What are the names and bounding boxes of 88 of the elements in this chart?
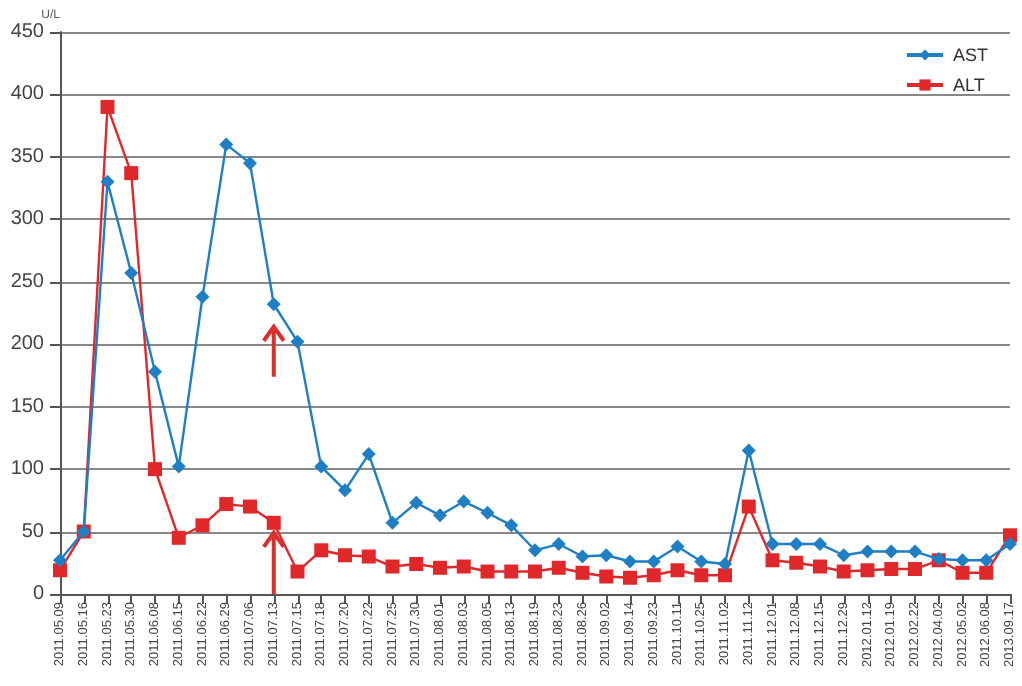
point bbox=[718, 568, 732, 583]
point bbox=[813, 537, 827, 552]
point bbox=[979, 565, 994, 580]
point bbox=[409, 557, 424, 572]
point bbox=[765, 553, 780, 568]
point bbox=[314, 543, 329, 558]
point bbox=[860, 563, 875, 578]
y-tick-label: 250 bbox=[10, 270, 45, 293]
point bbox=[884, 562, 899, 577]
point bbox=[100, 174, 115, 189]
point bbox=[623, 554, 637, 569]
point bbox=[480, 564, 495, 579]
point bbox=[100, 99, 115, 114]
point bbox=[765, 537, 780, 552]
point bbox=[148, 364, 162, 379]
y-tick-label: 50 bbox=[21, 520, 45, 543]
point bbox=[219, 137, 234, 152]
point bbox=[528, 564, 542, 579]
y-tick-label: 200 bbox=[10, 333, 45, 356]
point bbox=[456, 494, 471, 509]
point bbox=[955, 565, 970, 580]
point bbox=[53, 553, 67, 568]
y-tick-label: 400 bbox=[10, 83, 45, 106]
point bbox=[860, 544, 875, 559]
point bbox=[646, 554, 661, 569]
point bbox=[480, 505, 495, 520]
point bbox=[433, 508, 447, 523]
point bbox=[694, 568, 709, 583]
point bbox=[148, 462, 162, 477]
point bbox=[243, 156, 257, 171]
point bbox=[1003, 537, 1017, 552]
point bbox=[409, 495, 424, 510]
point bbox=[433, 560, 447, 575]
point bbox=[504, 564, 519, 579]
point bbox=[694, 554, 709, 569]
point bbox=[171, 459, 186, 474]
y-tick-label: 450 bbox=[10, 21, 45, 43]
point bbox=[908, 562, 922, 577]
point bbox=[836, 548, 851, 563]
point bbox=[456, 559, 471, 574]
point bbox=[385, 515, 400, 530]
point bbox=[290, 564, 305, 579]
point bbox=[266, 297, 281, 312]
point bbox=[741, 499, 756, 514]
point bbox=[670, 539, 685, 554]
point bbox=[195, 289, 210, 304]
y-tick-label: 300 bbox=[10, 208, 45, 231]
point bbox=[314, 459, 329, 474]
point bbox=[599, 569, 614, 584]
point bbox=[195, 518, 210, 533]
point bbox=[219, 497, 234, 512]
point bbox=[789, 537, 804, 552]
point bbox=[908, 544, 922, 559]
point bbox=[599, 548, 614, 563]
point bbox=[385, 559, 400, 574]
point bbox=[266, 515, 281, 530]
y-tick-label: 350 bbox=[10, 145, 45, 168]
y-tick-label: 150 bbox=[10, 395, 45, 418]
point bbox=[338, 483, 352, 498]
point bbox=[670, 563, 685, 578]
point bbox=[836, 564, 851, 579]
point bbox=[551, 560, 566, 575]
point bbox=[171, 530, 186, 545]
point bbox=[575, 549, 590, 564]
point bbox=[338, 548, 352, 563]
point bbox=[623, 570, 637, 585]
point bbox=[955, 553, 970, 568]
point bbox=[741, 443, 756, 458]
point bbox=[884, 544, 899, 559]
point bbox=[124, 166, 139, 181]
legend-label: ALT bbox=[952, 75, 986, 95]
point bbox=[646, 568, 661, 583]
y-tick-label: 100 bbox=[10, 458, 45, 481]
point bbox=[361, 549, 376, 564]
point bbox=[813, 559, 827, 574]
point bbox=[551, 537, 566, 552]
point bbox=[243, 499, 257, 514]
point bbox=[979, 553, 994, 568]
point bbox=[789, 555, 804, 570]
point bbox=[290, 334, 305, 349]
legend-label: AST bbox=[952, 45, 989, 65]
y-tick-label: 0 bbox=[32, 583, 45, 605]
point bbox=[504, 518, 519, 533]
point bbox=[528, 543, 542, 558]
point bbox=[124, 266, 139, 281]
point bbox=[575, 565, 590, 580]
point bbox=[361, 447, 376, 462]
point bbox=[718, 557, 732, 572]
